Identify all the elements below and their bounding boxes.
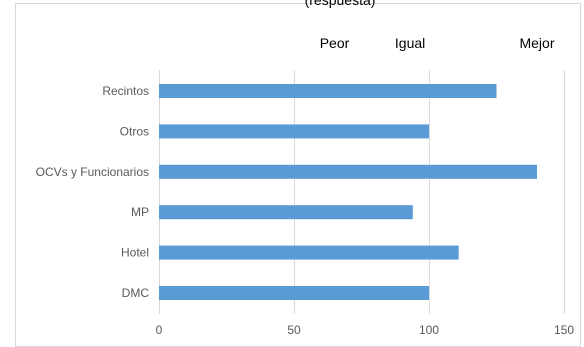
bar-otros — [159, 124, 429, 139]
bar-dmc — [159, 286, 429, 300]
bar-recintos — [159, 84, 497, 98]
category-label-otros: Otros — [120, 124, 149, 138]
category-label-ocvs-y-funcionarios: OCVs y Funcionarios — [36, 165, 149, 179]
category-labels: Recintos Otros OCVs y Funcionarios MP Hotel D… — [36, 84, 150, 300]
bar-mp — [159, 205, 413, 220]
x-tick-labels: 0 50 100 150 — [156, 323, 575, 337]
category-label-hotel: Hotel — [121, 246, 149, 260]
annotation-mejor: Mejor — [519, 35, 554, 51]
x-tick-label-0: 0 — [156, 323, 163, 337]
x-tick-label-150: 150 — [554, 323, 574, 337]
category-label-dmc: DMC — [122, 286, 150, 300]
bar-ocvs-y-funcionarios — [159, 164, 537, 179]
chart-title-partial: (respuesta) — [305, 0, 376, 8]
x-tick-label-50: 50 — [287, 323, 301, 337]
annotations: Peor Igual Mejor — [320, 35, 555, 51]
annotation-igual: Igual — [395, 35, 425, 51]
bar-hotel — [159, 245, 459, 260]
category-label-recintos: Recintos — [102, 84, 149, 98]
annotation-peor: Peor — [320, 35, 350, 51]
x-tick-label-100: 100 — [419, 323, 439, 337]
category-label-mp: MP — [131, 205, 149, 219]
bars — [159, 84, 537, 300]
gridlines — [159, 70, 565, 314]
